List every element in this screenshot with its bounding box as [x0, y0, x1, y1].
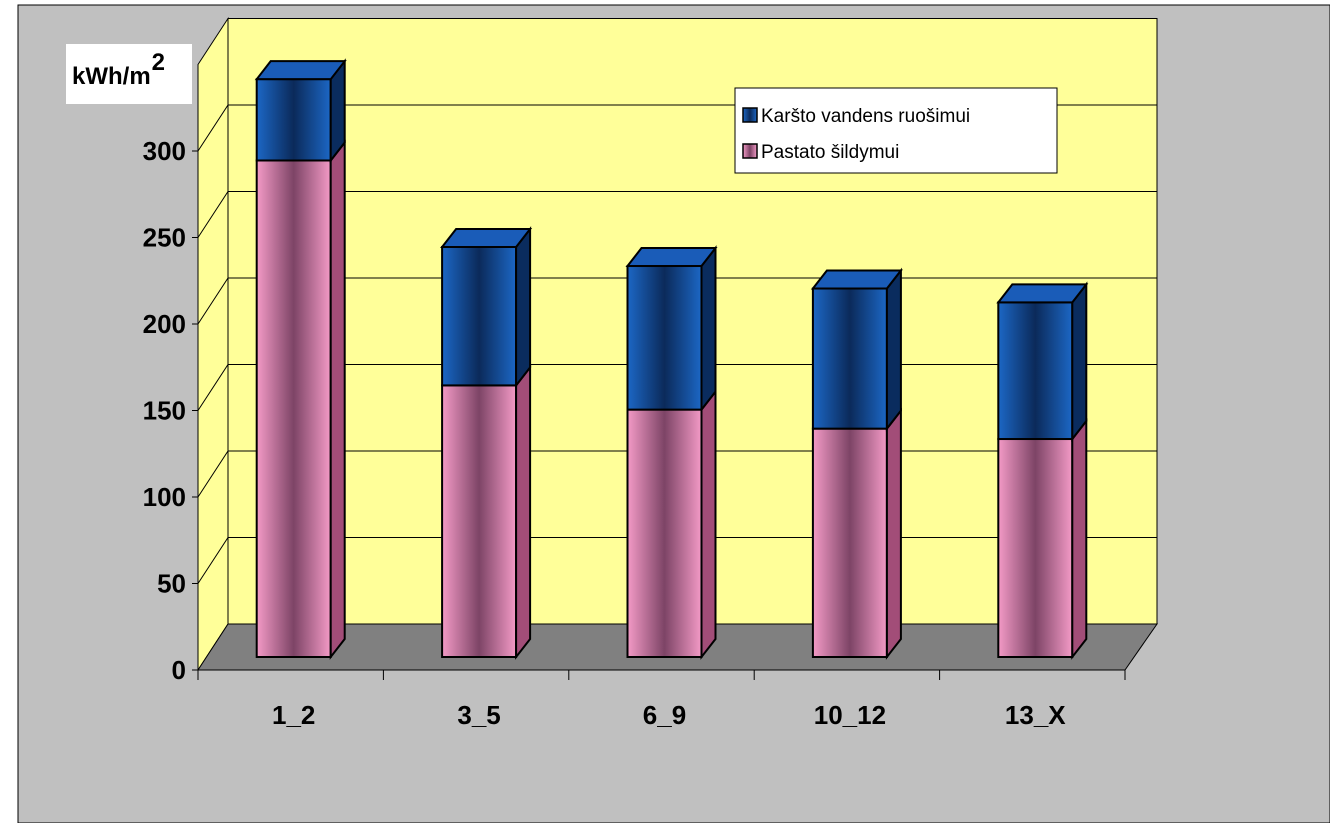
- side-wall: [197, 16, 229, 672]
- legend-swatch: [742, 107, 758, 123]
- bar-top: [810, 269, 903, 290]
- y-tick-label: 50: [157, 569, 186, 599]
- x-tick-label: 10_12: [814, 700, 886, 730]
- legend-box: [734, 87, 1058, 174]
- bar-side: [885, 267, 902, 432]
- y-tick-label: 150: [143, 396, 186, 426]
- bar-side: [885, 407, 902, 660]
- bar-top: [996, 283, 1089, 304]
- bar-segment: [626, 408, 703, 658]
- x-tick-label: 1_2: [272, 700, 315, 730]
- x-tick-label: 13_X: [1005, 700, 1066, 730]
- bar-side: [329, 139, 346, 660]
- y-tick-label: 300: [143, 136, 186, 166]
- bar-segment: [997, 438, 1074, 658]
- bar-side: [1071, 418, 1088, 660]
- bar-segment: [441, 245, 518, 387]
- legend-label: Pastato šildymui: [761, 142, 899, 163]
- y-tick-label: 0: [172, 655, 186, 685]
- legend-label: Karšto vandens ruošimui: [761, 106, 970, 127]
- bar-side: [515, 226, 532, 389]
- x-tick-label: 6_9: [643, 700, 686, 730]
- bar-side: [700, 245, 717, 413]
- bar-segment: [626, 265, 703, 411]
- y-unit-superscript: 2: [152, 49, 165, 76]
- bar-segment: [255, 78, 332, 162]
- y-tick-label: 200: [143, 309, 186, 339]
- bar-segment: [811, 287, 888, 430]
- y-unit-label: kWh/m: [72, 63, 151, 90]
- gridline: [197, 191, 1157, 238]
- bar-side: [515, 364, 532, 660]
- y-tick-label: 250: [143, 223, 186, 253]
- bar-top: [254, 60, 347, 81]
- bar-segment: [255, 159, 332, 659]
- x-tick-label: 3_5: [457, 700, 500, 730]
- unit-label-box: [66, 44, 192, 104]
- bar-side: [700, 388, 717, 660]
- bar-segment: [811, 427, 888, 659]
- legend-swatch: [742, 143, 758, 159]
- bar-side: [1071, 281, 1088, 442]
- bar-top: [625, 247, 718, 268]
- bar-segment: [997, 301, 1074, 441]
- bar-top: [440, 227, 533, 248]
- bar-segment: [441, 384, 518, 658]
- y-tick-label: 100: [143, 482, 186, 512]
